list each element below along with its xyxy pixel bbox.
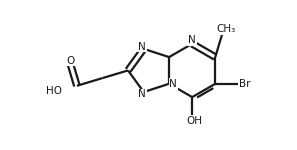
Text: N: N xyxy=(188,35,196,45)
Text: HO: HO xyxy=(46,86,62,96)
Text: OH: OH xyxy=(187,116,203,126)
Text: N: N xyxy=(169,79,177,89)
Text: CH₃: CH₃ xyxy=(217,24,236,34)
Text: N: N xyxy=(138,42,146,52)
Text: Br: Br xyxy=(239,79,250,89)
Text: N: N xyxy=(138,89,146,99)
Text: O: O xyxy=(66,56,75,66)
